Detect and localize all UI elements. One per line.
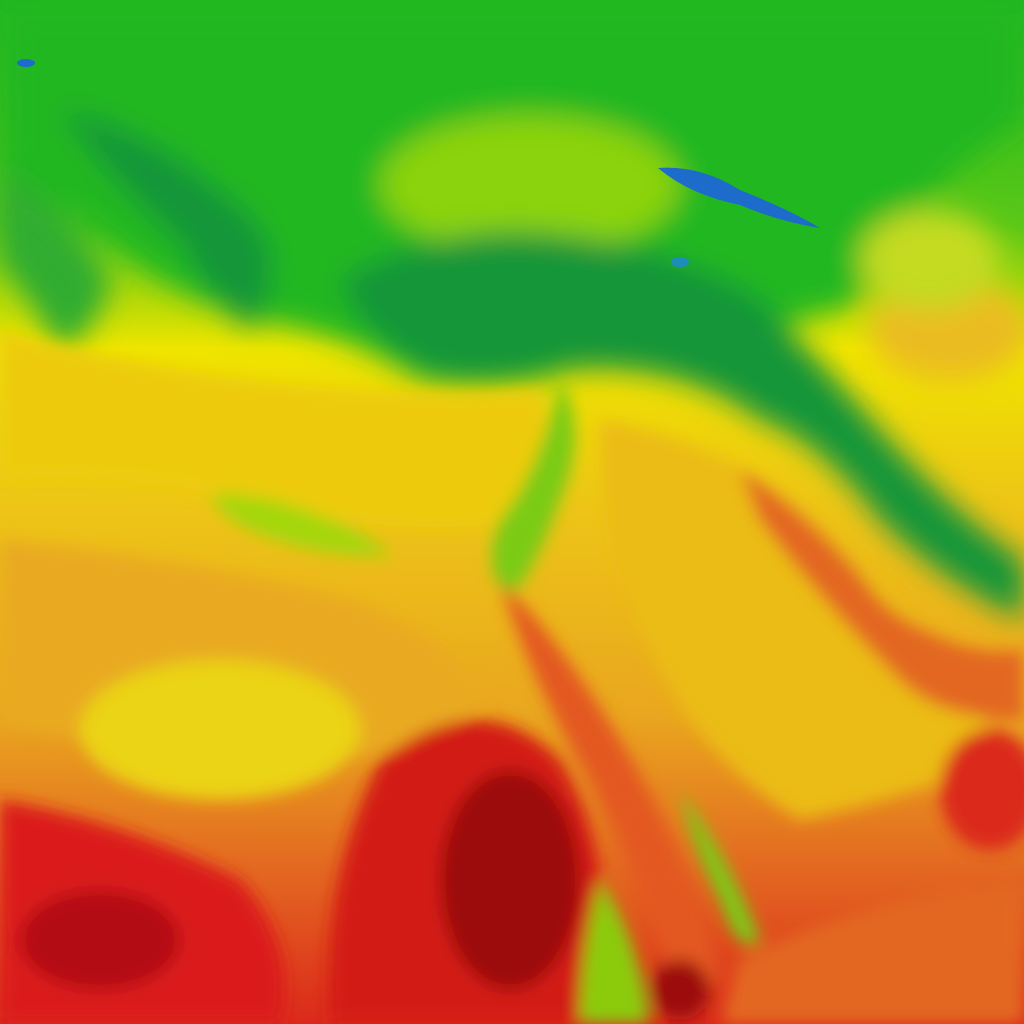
libyan-coast — [210, 494, 390, 556]
black-sea — [380, 115, 680, 255]
gulf-of-aden — [720, 880, 1024, 1024]
western-extreme — [20, 890, 180, 990]
oman-hot — [940, 730, 1024, 850]
sudan-extreme — [440, 770, 580, 990]
anatolia-cold-spot — [671, 257, 689, 267]
balkans — [60, 110, 271, 330]
eritrea-extreme — [650, 960, 710, 1020]
levant-strip — [492, 380, 575, 600]
italy — [0, 170, 110, 350]
caucasus-cold — [658, 167, 820, 228]
alps-cold-spot — [17, 59, 35, 67]
yemen-green-coast — [680, 790, 760, 945]
ethiopian-highlands — [580, 880, 650, 1024]
caspian-yellow — [860, 210, 1000, 310]
red-sea — [500, 580, 720, 1000]
mediterranean — [0, 330, 547, 527]
anatolia-highlands — [340, 232, 1024, 620]
central-yellow — [80, 660, 360, 800]
arabian-peninsula — [600, 420, 1000, 820]
gulf-hot-region — [740, 470, 1024, 720]
